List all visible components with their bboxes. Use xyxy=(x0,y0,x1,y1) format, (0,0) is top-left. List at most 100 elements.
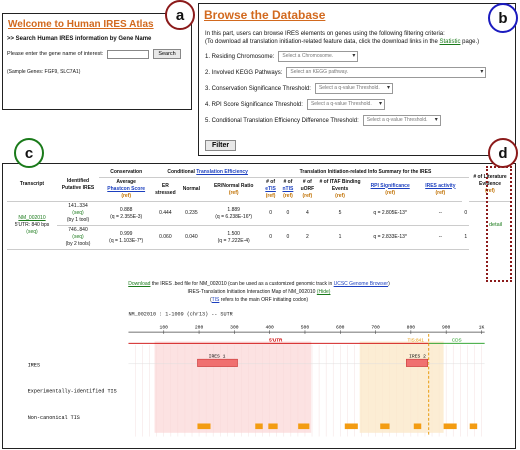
ref-link[interactable]: (ref) xyxy=(302,193,313,199)
score-q: (q = 1.103E-7*) xyxy=(109,237,144,244)
ntis-link[interactable]: nTIS xyxy=(282,186,294,192)
table-row: 746..840 (seq) (by 2 tools) 0.999 (q = 1… xyxy=(7,225,511,250)
ref-link[interactable]: (ref) xyxy=(385,189,396,196)
ucsc-link[interactable]: UCSC Genome Browser xyxy=(333,281,389,287)
map-tick-label: 500 xyxy=(301,324,310,330)
ires-cell: 141..334 (seq) (by 1 tool) xyxy=(57,201,99,226)
ires-tools: (by 1 tool) xyxy=(66,217,90,223)
statistic-link[interactable]: Statistic xyxy=(439,39,461,45)
ref-link[interactable]: (ref) xyxy=(121,193,132,199)
group-conservation: Conservation xyxy=(99,168,154,178)
col-transcript: Transcript xyxy=(7,168,57,202)
filter-label-kegg: 2. Involved KEGG Pathways: xyxy=(205,69,283,76)
col-etis-prefix: # of xyxy=(266,179,276,185)
col-er-stressed: ER stressed xyxy=(153,177,178,202)
map-tick-label: 300 xyxy=(230,324,239,330)
detail-link[interactable]: detail xyxy=(489,222,503,228)
gene-name-input[interactable] xyxy=(107,49,150,59)
rpi-significance-link[interactable]: RPI Significance xyxy=(370,182,410,189)
col-ratio: ER/Normal Ratio (ref) xyxy=(205,177,262,202)
filter-label-cte: 5. Conditional Translation Efficiency Di… xyxy=(205,117,359,124)
ref-link[interactable]: (ref) xyxy=(485,188,495,194)
hide-link[interactable]: (Hide) xyxy=(316,289,331,295)
ires2-bar xyxy=(406,358,429,367)
ratio-value: 1.889 xyxy=(227,206,240,213)
rpi-cell: q = 2.833E-13* xyxy=(362,225,419,250)
nctis-marks xyxy=(197,423,478,430)
cte-select[interactable]: Select a q-value Threshold. xyxy=(362,115,441,126)
etis-link[interactable]: eTIS xyxy=(265,186,276,192)
search-button[interactable]: Search xyxy=(153,49,181,59)
tis-label: TIS:841 xyxy=(407,337,424,342)
map-tick-label: 1K xyxy=(479,324,485,330)
conservation-select[interactable]: Select a q-value Threshold. xyxy=(314,83,393,94)
activity-cell: -- xyxy=(418,201,463,226)
map-header: NM_002010 : 1-1009 (chr13) -- SUTR xyxy=(128,311,232,317)
col-literature: # of Literature Evidence (ref) xyxy=(469,168,511,202)
welcome-title[interactable]: Welcome to Human IRES Atlas xyxy=(8,19,154,30)
marker-d: d xyxy=(488,138,518,168)
gene-search-panel: Welcome to Human IRES Atlas >> Search Hu… xyxy=(2,13,192,110)
col-ntis-prefix: # of xyxy=(283,179,293,185)
filter-label-conservation: 3. Conservation Significance Threshold: xyxy=(205,85,311,92)
itaf-cell: 1 xyxy=(318,225,363,250)
ires-seq-link[interactable]: (seq) xyxy=(72,210,84,216)
col-avg-prefix: Average xyxy=(116,179,136,185)
search-subtitle: >> Search Human IRES information by Gene… xyxy=(7,36,152,42)
lit-cell: 0 xyxy=(462,201,469,226)
score-value: 0.888 xyxy=(119,206,133,213)
ires-activity-link[interactable]: IRES activity xyxy=(425,182,456,189)
transcript-cell: NM_002010 5'UTR: 840 bps (seq) xyxy=(7,201,57,250)
col-activity: IRES activity (ref) xyxy=(418,177,463,202)
translation-efficiency-link[interactable]: Translation Efficiency xyxy=(196,169,248,175)
ires-seq-link[interactable]: (seq) xyxy=(72,234,84,240)
nctis-mark xyxy=(413,423,422,430)
intro-text-2: (To download all translation initiation-… xyxy=(205,39,438,45)
ref-link[interactable]: (ref) xyxy=(265,193,276,199)
ref-link[interactable]: (ref) xyxy=(335,193,345,199)
map-title: IRES-Translation Initiation Interaction … xyxy=(187,289,316,295)
marker-b: b xyxy=(488,3,518,33)
nctis-mark xyxy=(469,423,478,430)
marker-c: c xyxy=(14,138,44,168)
chromosome-select[interactable]: Select a Chromosome. xyxy=(278,51,359,62)
activity-cell: -- xyxy=(418,225,463,250)
group-cte: Conditional Translation Efficiency xyxy=(153,168,262,178)
ratio-value: 1.500 xyxy=(227,230,240,237)
download-link[interactable]: Download xyxy=(128,281,151,287)
score-cell: 0.999 (q = 1.103E-7*) xyxy=(99,225,154,250)
col-uorf: # of uORF (ref) xyxy=(296,177,319,202)
map-tick-label: 200 xyxy=(195,324,204,330)
filter-button[interactable]: Filter xyxy=(205,140,237,151)
col-rpi: RPI Significance (ref) xyxy=(362,177,419,202)
score-q: (q = 2.355E-3) xyxy=(110,213,143,220)
kegg-select[interactable]: Select an KEGG pathway. xyxy=(286,67,487,78)
ires1-bar xyxy=(197,358,238,367)
ref-link[interactable]: (ref) xyxy=(435,189,446,196)
ref-link[interactable]: (ref) xyxy=(283,193,293,199)
uorf-cell: 2 xyxy=(296,225,319,250)
filter-label-rpi: 4. RPI Score Significance Threshold: xyxy=(205,101,303,108)
group-tiis: Translation Initiation-related Info Summ… xyxy=(262,168,469,178)
map-tick-label: 100 xyxy=(160,324,169,330)
cds-label: CDS xyxy=(452,337,462,342)
intro-text-3: page.) xyxy=(462,39,480,45)
browse-title[interactable]: Browse the Database xyxy=(204,8,326,22)
col-uorf-prefix: # of xyxy=(302,179,312,185)
tis-note: refers to the main ORF initiating codon) xyxy=(220,297,309,303)
nctis-mark xyxy=(298,423,310,430)
rpi-select[interactable]: Select a q-value Threshold. xyxy=(306,99,385,110)
filter-label-chromosome: 1. Residing Chromosome: xyxy=(205,53,275,60)
ref-link[interactable]: (ref) xyxy=(228,189,239,196)
er-cell: 0.444 xyxy=(153,201,178,226)
ires2-shade xyxy=(359,341,444,433)
transcript-seq-link[interactable]: (seq) xyxy=(26,229,38,235)
transcript-link[interactable]: NM_002010 xyxy=(18,215,46,221)
ires-tools: (by 2 tools) xyxy=(65,241,91,247)
lit-cell: 1 xyxy=(462,225,469,250)
phastcon-score-link[interactable]: Phastcon Score xyxy=(107,186,146,192)
tis-link[interactable]: TIS xyxy=(211,297,220,303)
etis-cell: 0 xyxy=(262,225,280,250)
bed-text: the IRES .bed file for NM_002010 (can be… xyxy=(151,281,333,287)
uorf-cell: 4 xyxy=(296,201,319,226)
